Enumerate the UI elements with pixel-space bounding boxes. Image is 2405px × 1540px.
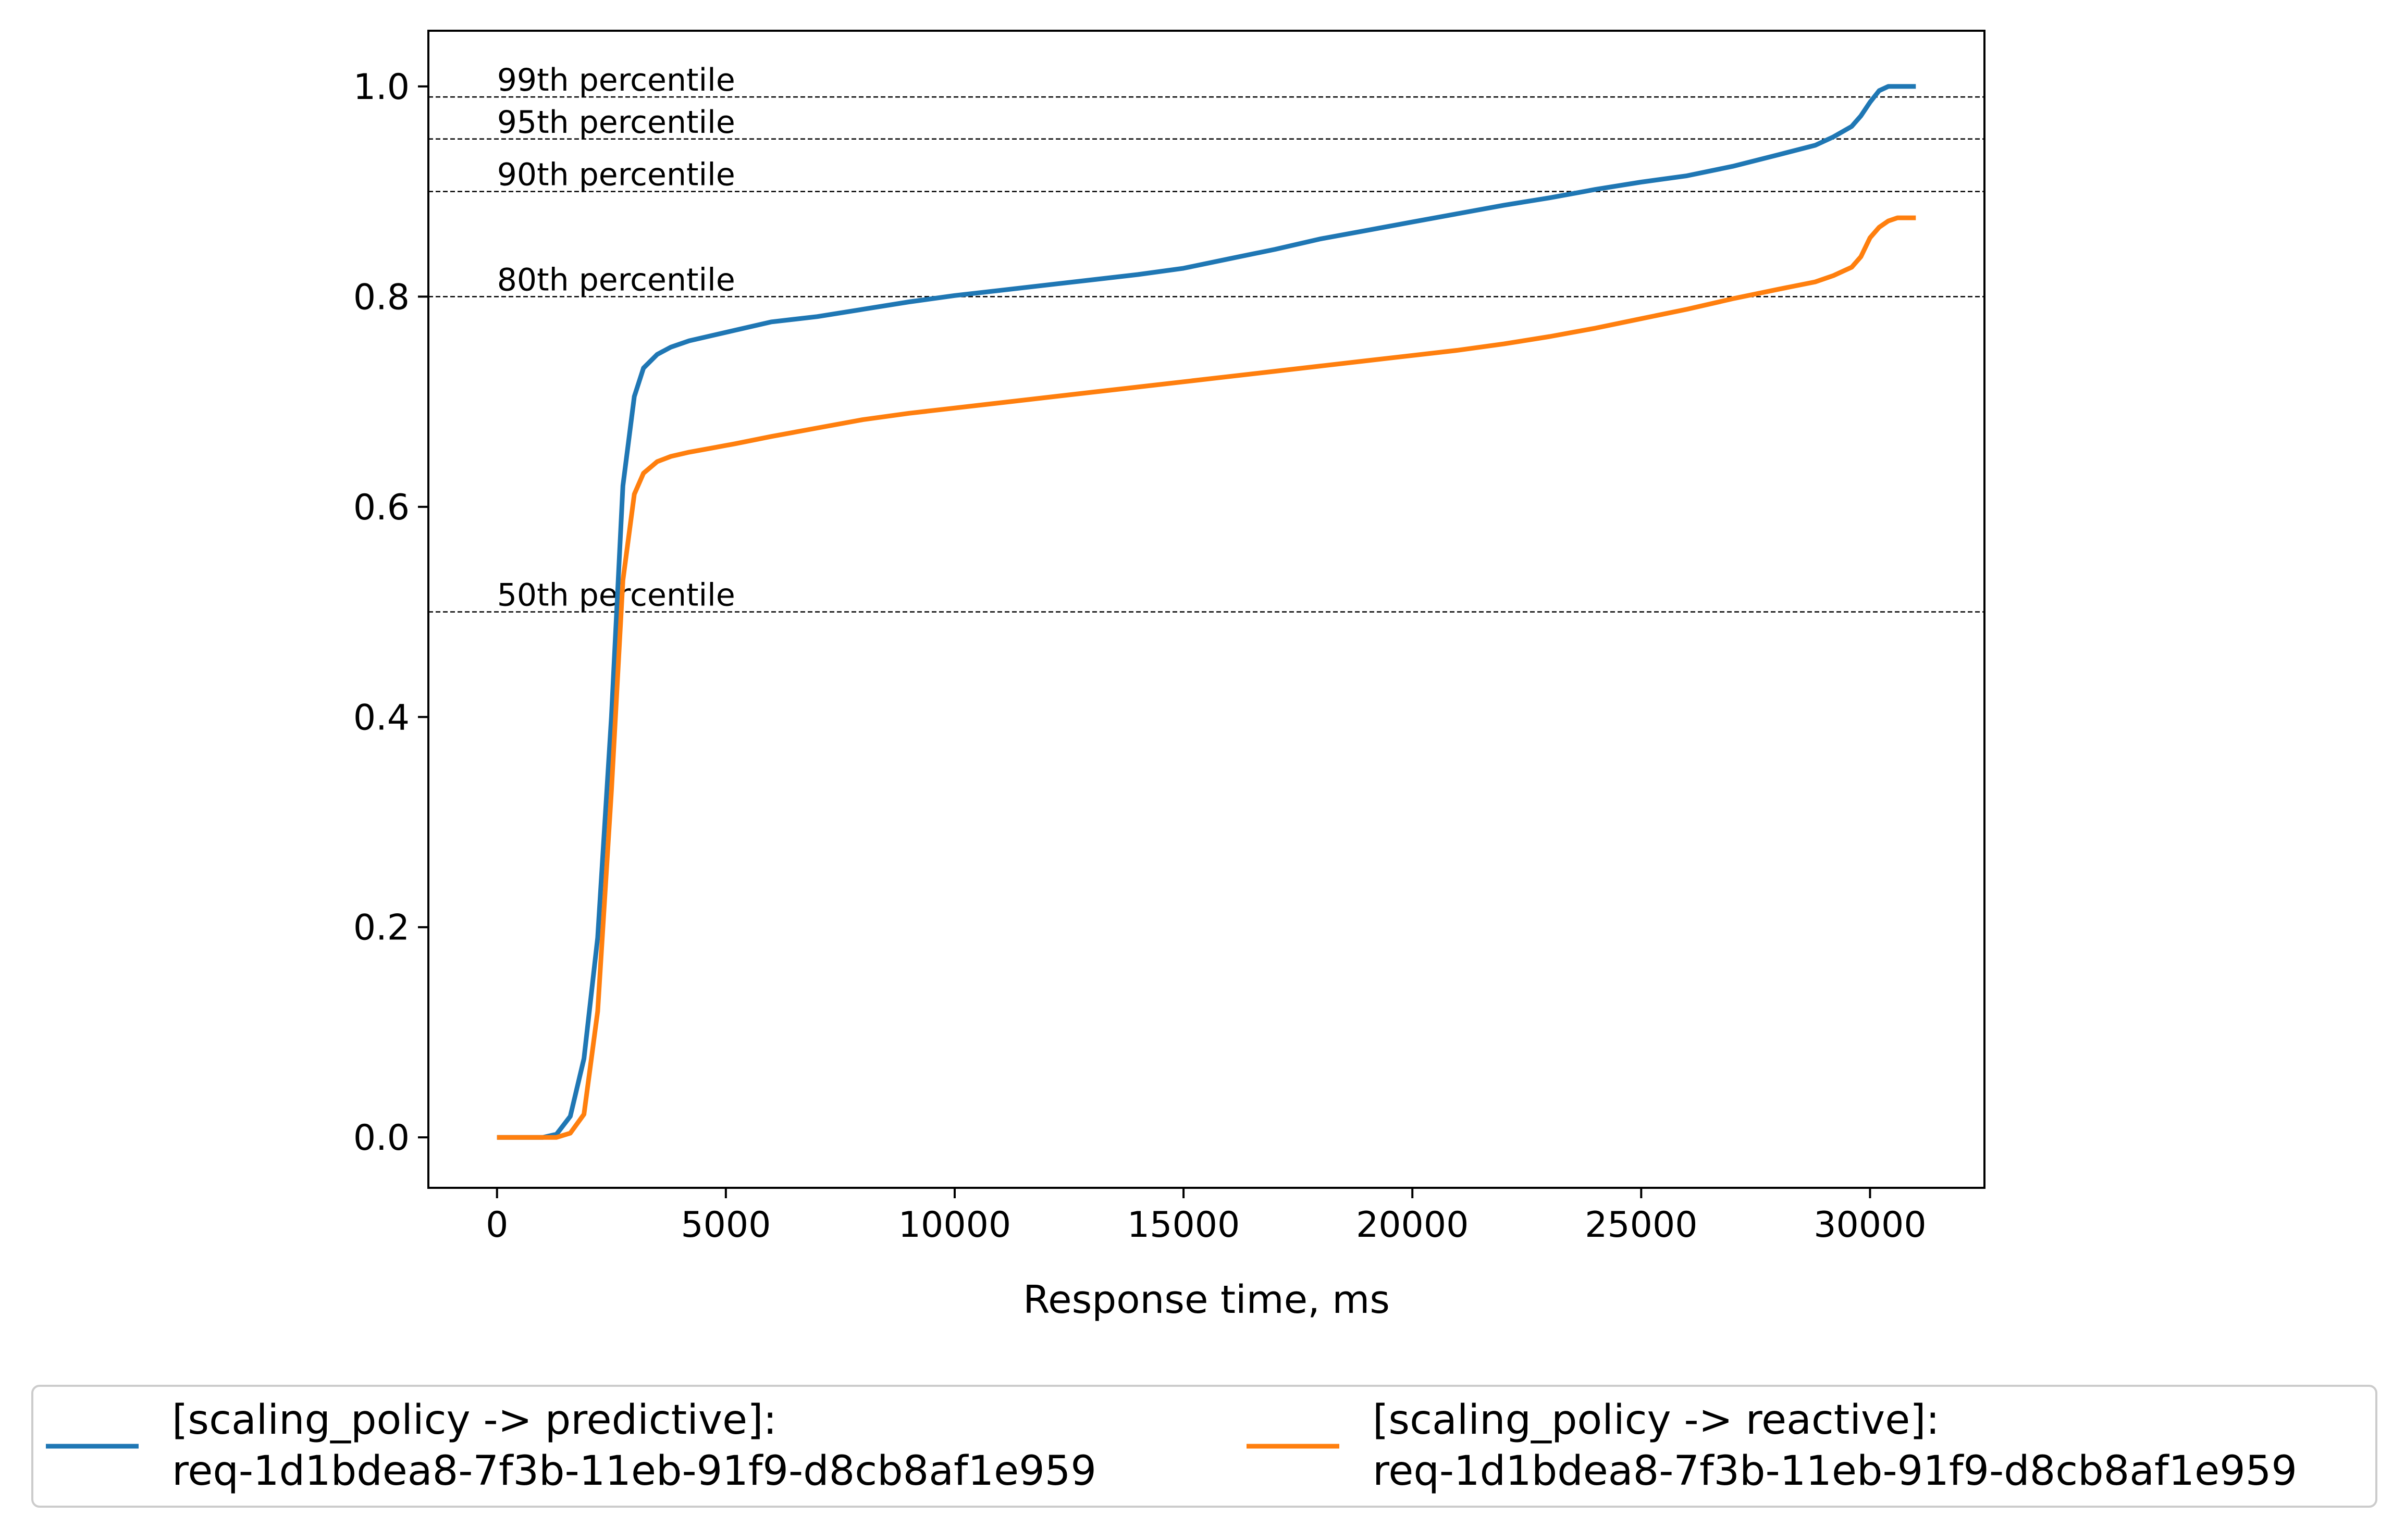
x-tick-label: 5000 bbox=[681, 1204, 771, 1246]
y-axis: 0.0 0.2 0.4 0.6 0.8 1.0 bbox=[353, 67, 428, 1159]
y-tick-label: 1.0 bbox=[353, 67, 410, 108]
legend-label-line2: req-1d1bdea8-7f3b-11eb-91f9-d8cb8af1e959 bbox=[1373, 1448, 2297, 1495]
legend-label: [scaling_policy -> reactive]: bbox=[1373, 1397, 1940, 1444]
reference-line-label: 90th percentile bbox=[497, 157, 735, 193]
legend-label: [scaling_policy -> predictive]: bbox=[172, 1397, 777, 1444]
plot-frame bbox=[427, 30, 1985, 1189]
x-tick-label: 15000 bbox=[1127, 1204, 1240, 1246]
reference-line-label: 99th percentile bbox=[497, 62, 735, 98]
x-axis: 0 5000 10000 15000 20000 25000 30000 bbox=[486, 1188, 1927, 1246]
series-line-1 bbox=[497, 215, 1916, 1140]
y-tick-label: 0.2 bbox=[353, 908, 410, 949]
legend-box bbox=[31, 1385, 2377, 1508]
x-tick-label: 10000 bbox=[898, 1204, 1011, 1246]
legend: [scaling_policy -> predictive]:req-1d1bd… bbox=[31, 1385, 2377, 1508]
reference-lines: 99th percentile 95th percentile 90th perce… bbox=[428, 62, 1984, 614]
x-tick-label: 30000 bbox=[1814, 1204, 1926, 1246]
y-tick-label: 0.4 bbox=[353, 697, 410, 738]
reference-line-label: 80th percentile bbox=[497, 262, 735, 298]
series-lines bbox=[497, 84, 1916, 1140]
x-tick-label: 20000 bbox=[1356, 1204, 1469, 1246]
legend-label-line2: req-1d1bdea8-7f3b-11eb-91f9-d8cb8af1e959 bbox=[172, 1448, 1096, 1495]
reference-line-label: 95th percentile bbox=[497, 104, 735, 141]
y-tick-label: 0.8 bbox=[353, 277, 410, 318]
y-tick-label: 0.6 bbox=[353, 487, 410, 528]
series-line-0 bbox=[497, 84, 1916, 1140]
x-axis-title: Response time, ms bbox=[1023, 1277, 1390, 1322]
x-tick-label: 0 bbox=[486, 1204, 508, 1246]
x-tick-label: 25000 bbox=[1585, 1204, 1697, 1246]
y-tick-label: 0.0 bbox=[353, 1117, 410, 1159]
